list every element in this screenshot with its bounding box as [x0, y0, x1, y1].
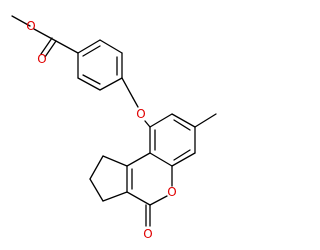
bond [40, 37, 53, 55]
bond [33, 28, 57, 42]
bond [144, 120, 151, 128]
bond [11, 15, 31, 27]
bond [149, 113, 173, 128]
bond [99, 77, 123, 91]
bond [77, 77, 101, 91]
bond [149, 152, 173, 167]
atom-label: O [143, 227, 152, 241]
bond [44, 40, 57, 58]
bond [77, 39, 101, 54]
bond [102, 155, 128, 167]
bond [82, 74, 101, 85]
bond [173, 149, 191, 161]
bond [132, 97, 139, 108]
bonds [11, 15, 217, 227]
bond [89, 178, 104, 202]
bond [126, 152, 151, 167]
atom-label: O [167, 185, 176, 199]
atom-label: O [136, 107, 145, 121]
bond [194, 113, 217, 128]
bond [89, 155, 104, 180]
bond [121, 77, 134, 99]
atom-labels: O O O O O [26, 19, 176, 241]
bond [102, 191, 128, 202]
atom-label: O [37, 52, 46, 66]
bond [171, 113, 196, 128]
bond [149, 195, 168, 206]
molecule-diagram: O O O O O [11, 15, 217, 241]
bond [171, 152, 196, 167]
bond [126, 191, 151, 206]
bond [173, 119, 191, 131]
bond [55, 40, 79, 54]
bond [99, 39, 123, 54]
bond [82, 45, 101, 57]
atom-label: O [26, 19, 35, 33]
